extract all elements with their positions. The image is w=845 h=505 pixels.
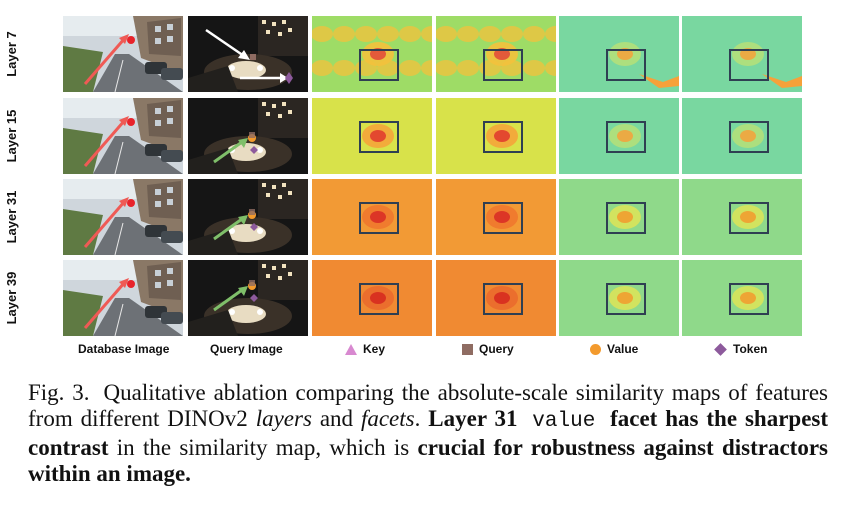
row-label: Layer 15 bbox=[4, 109, 19, 163]
token-map-tile bbox=[682, 260, 802, 336]
caption-text-2: . bbox=[414, 406, 429, 431]
legend-key: Key bbox=[345, 340, 385, 358]
key-map-tile bbox=[312, 179, 432, 255]
triangle-icon bbox=[345, 343, 357, 355]
database-image-tile bbox=[63, 260, 183, 336]
database-image-tile bbox=[63, 98, 183, 174]
token-map-tile bbox=[682, 179, 802, 255]
figure: Layer 7 bbox=[4, 16, 802, 358]
legend-database: Database Image bbox=[78, 340, 169, 358]
row-label: Layer 39 bbox=[4, 271, 19, 325]
legend-query-label: Query bbox=[479, 342, 514, 356]
legend-value: Value bbox=[590, 340, 638, 358]
legend-token-label: Token bbox=[733, 342, 768, 356]
value-map-tile bbox=[559, 260, 679, 336]
legend-database-label: Database Image bbox=[78, 342, 170, 356]
key-map-tile bbox=[312, 260, 432, 336]
caption-facets: facets bbox=[360, 406, 415, 431]
value-map-tile bbox=[559, 98, 679, 174]
key-map-tile bbox=[312, 16, 432, 92]
query-image-tile bbox=[188, 179, 308, 255]
square-icon bbox=[462, 343, 473, 355]
token-map-tile bbox=[682, 98, 802, 174]
legend-query: Query bbox=[462, 340, 514, 358]
legend-query-image-label: Query Image bbox=[210, 342, 283, 356]
legend-value-label: Value bbox=[607, 342, 639, 356]
caption-layers: layers bbox=[255, 406, 312, 431]
query-image-tile bbox=[188, 16, 308, 92]
caption-and: and bbox=[311, 406, 361, 431]
legend-key-label: Key bbox=[363, 342, 386, 356]
query-map-tile bbox=[436, 16, 556, 92]
row-label: Layer 7 bbox=[4, 31, 19, 77]
caption-fig-label: Fig. 3. bbox=[28, 380, 90, 405]
circle-icon bbox=[590, 343, 601, 355]
database-image-tile bbox=[63, 16, 183, 92]
figure-caption: Fig. 3. Qualitative ablation comparing th… bbox=[28, 380, 828, 487]
legend-token: Token bbox=[714, 340, 767, 358]
query-map-tile bbox=[436, 179, 556, 255]
database-image-tile bbox=[63, 179, 183, 255]
legend-query-image: Query Image bbox=[210, 340, 283, 358]
value-map-tile bbox=[559, 16, 679, 92]
caption-bold-2: facet has the sharpest contrast bbox=[28, 406, 829, 460]
query-image-tile bbox=[188, 98, 308, 174]
caption-text-3: in the similarity map, which is bbox=[108, 435, 418, 460]
caption-bold-3: crucial for robustness against distracto… bbox=[28, 435, 829, 486]
query-map-tile bbox=[436, 98, 556, 174]
row-label: Layer 31 bbox=[4, 190, 19, 244]
query-map-tile bbox=[436, 260, 556, 336]
diamond-icon bbox=[714, 342, 727, 356]
caption-mono: value bbox=[517, 410, 611, 433]
caption-bold-1: Layer 31 bbox=[428, 406, 518, 431]
token-map-tile bbox=[682, 16, 802, 92]
caption-text-1: Qualitative ablation comparing the absol… bbox=[28, 380, 829, 431]
value-map-tile bbox=[559, 179, 679, 255]
query-image-tile bbox=[188, 260, 308, 336]
key-map-tile bbox=[312, 98, 432, 174]
